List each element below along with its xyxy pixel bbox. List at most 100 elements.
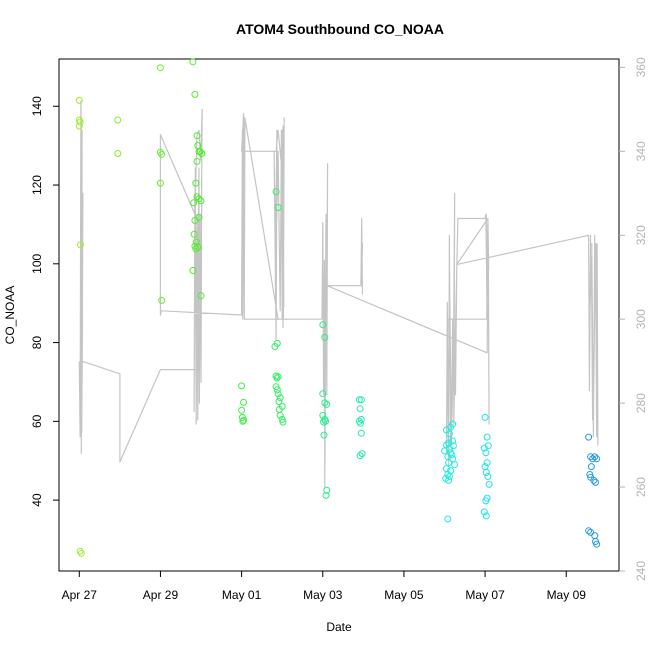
data-point bbox=[189, 58, 197, 66]
data-point bbox=[482, 449, 490, 457]
data-point bbox=[589, 455, 597, 463]
data-point bbox=[593, 540, 601, 548]
y-tick-label: 60 bbox=[30, 414, 44, 428]
data-point bbox=[77, 549, 85, 557]
data-point bbox=[445, 476, 453, 484]
data-point bbox=[319, 390, 327, 398]
data-point bbox=[272, 383, 280, 391]
y-tick-label: 40 bbox=[30, 493, 44, 507]
y-tick-label: 100 bbox=[30, 253, 44, 273]
data-point bbox=[320, 431, 328, 439]
y2-tick-label: 360 bbox=[634, 57, 648, 77]
data-point bbox=[586, 471, 594, 478]
data-point bbox=[319, 321, 327, 329]
data-point bbox=[274, 373, 282, 381]
x-tick-label: May 03 bbox=[303, 588, 343, 602]
data-point bbox=[195, 195, 203, 203]
data-point bbox=[357, 429, 365, 437]
data-point bbox=[193, 132, 201, 140]
data-point bbox=[591, 453, 599, 461]
data-point bbox=[190, 230, 198, 238]
y2-tick-label: 240 bbox=[634, 561, 648, 581]
y2-axis: 240 260 280 300 320 340 360 bbox=[619, 57, 648, 581]
data-point bbox=[445, 459, 453, 467]
data-point bbox=[587, 463, 595, 471]
data-point bbox=[319, 411, 327, 419]
data-point bbox=[238, 406, 246, 414]
x-axis: Apr 27 Apr 29 May 01 May 03 May 05 May 07 May … bbox=[62, 571, 587, 602]
x-axis-label: Date bbox=[326, 620, 352, 634]
data-point bbox=[323, 400, 331, 408]
data-point bbox=[591, 532, 599, 540]
data-point bbox=[273, 386, 281, 394]
data-point bbox=[480, 444, 488, 452]
y-tick-label: 80 bbox=[30, 336, 44, 350]
data-point bbox=[445, 430, 453, 438]
y2-tick-label: 320 bbox=[634, 225, 648, 245]
data-point bbox=[276, 394, 284, 402]
y-axis-label: CO_NOAA bbox=[3, 286, 17, 345]
x-tick-label: Apr 29 bbox=[143, 588, 179, 602]
data-point bbox=[357, 419, 364, 427]
data-point bbox=[441, 447, 448, 455]
data-point bbox=[356, 405, 364, 413]
data-point bbox=[196, 148, 204, 156]
data-point bbox=[279, 418, 287, 426]
data-point bbox=[193, 157, 201, 165]
y2-tick-label: 300 bbox=[634, 309, 648, 329]
data-point bbox=[272, 188, 280, 196]
data-point bbox=[321, 333, 329, 341]
x-tick-label: Apr 27 bbox=[62, 588, 98, 602]
data-point bbox=[357, 396, 365, 404]
data-point bbox=[240, 416, 248, 424]
y2-tick-label: 280 bbox=[634, 393, 648, 413]
data-point bbox=[590, 476, 598, 484]
data-point bbox=[274, 204, 282, 211]
data-point bbox=[323, 486, 331, 494]
y2-tick-label: 340 bbox=[634, 141, 648, 161]
data-point bbox=[189, 267, 197, 274]
data-point bbox=[356, 452, 364, 460]
data-point bbox=[276, 411, 284, 419]
data-point bbox=[483, 459, 491, 467]
data-point bbox=[156, 64, 164, 72]
data-point bbox=[483, 433, 491, 441]
data-point bbox=[444, 515, 452, 523]
data-point bbox=[274, 390, 282, 398]
data-point bbox=[451, 461, 459, 469]
data-point bbox=[238, 382, 246, 390]
data-point bbox=[585, 527, 593, 535]
data-point bbox=[76, 118, 84, 126]
data-point bbox=[482, 497, 490, 505]
data-point bbox=[358, 450, 366, 458]
data-point bbox=[156, 179, 164, 187]
data-point bbox=[197, 292, 205, 300]
data-point bbox=[198, 150, 206, 157]
point-layer bbox=[75, 58, 601, 557]
data-point bbox=[482, 469, 490, 476]
data-point bbox=[445, 473, 453, 480]
x-tick-label: May 05 bbox=[384, 588, 424, 602]
data-point bbox=[322, 491, 330, 499]
data-point bbox=[449, 437, 457, 445]
data-point bbox=[587, 453, 595, 461]
data-point bbox=[449, 455, 457, 463]
data-point bbox=[156, 148, 164, 156]
data-point bbox=[355, 396, 363, 404]
x-tick-label: May 09 bbox=[547, 588, 587, 602]
data-point bbox=[239, 417, 247, 425]
data-point bbox=[321, 399, 329, 407]
data-point bbox=[484, 442, 492, 450]
data-point bbox=[322, 417, 330, 425]
y-tick-label: 120 bbox=[30, 175, 44, 195]
y-tick-label: 140 bbox=[30, 96, 44, 116]
line-layer bbox=[78, 100, 599, 488]
x-tick-label: May 01 bbox=[222, 588, 262, 602]
data-point bbox=[481, 413, 489, 421]
data-point bbox=[240, 398, 248, 406]
data-point bbox=[197, 197, 205, 205]
data-point bbox=[484, 473, 492, 480]
data-point bbox=[192, 179, 200, 187]
data-point bbox=[480, 508, 488, 516]
